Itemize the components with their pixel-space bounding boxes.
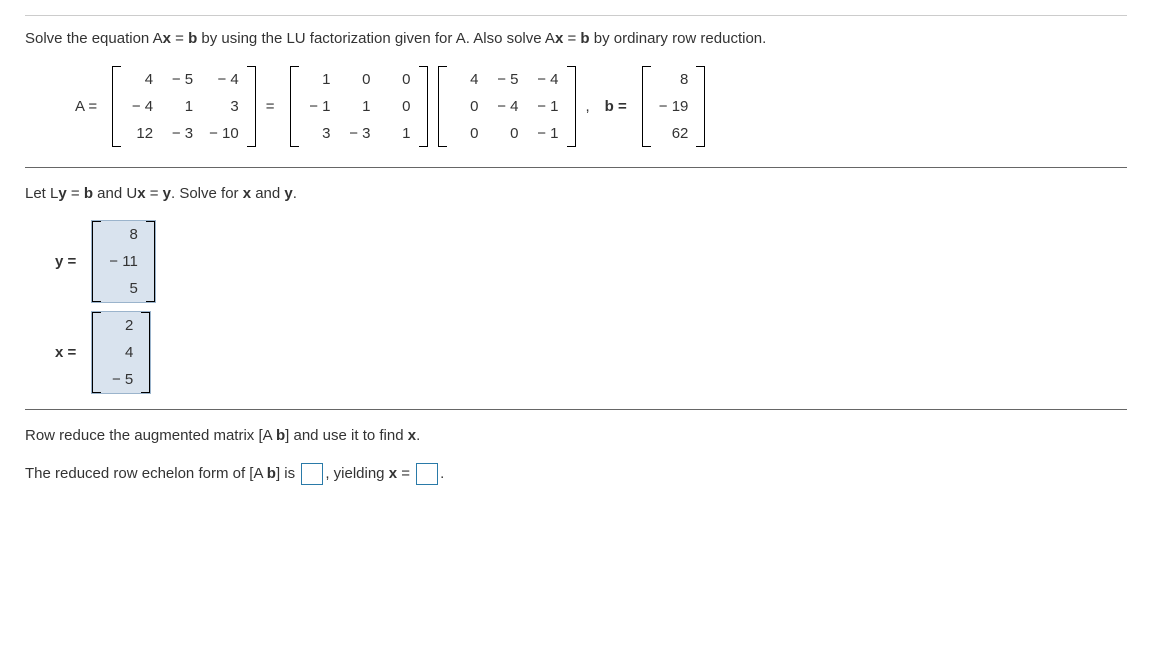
label-A: A = — [75, 98, 97, 115]
y-answer-row: y = 8 − 11 5 — [55, 220, 1127, 303]
matrix-A: 4− 5− 4 − 413 12− 3− 10 — [112, 66, 256, 147]
matrix-y-answer[interactable]: 8 − 11 5 — [91, 220, 156, 303]
comma: , — [586, 98, 590, 115]
q-b2: b — [580, 30, 589, 47]
instruction-text: Let Ly = b and Ux = y. Solve for x and y… — [25, 183, 1127, 206]
matrix-x-answer[interactable]: 2 4 − 5 — [91, 311, 151, 394]
equals-sign: = — [266, 98, 275, 115]
rref-input[interactable] — [301, 463, 323, 485]
label-b: b = — [605, 98, 627, 115]
divider-1 — [25, 167, 1127, 168]
rowreduce-line1: Row reduce the augmented matrix [A b] an… — [25, 425, 1127, 448]
matrix-b: 8 − 19 62 — [642, 66, 706, 147]
matrix-L: 100 − 110 3− 31 — [290, 66, 428, 147]
top-divider — [25, 15, 1127, 16]
x-answer-row: x = 2 4 − 5 — [55, 311, 1127, 394]
question-text: Solve the equation Ax = b by using the L… — [25, 28, 1127, 51]
q-b: b — [188, 30, 197, 47]
label-y: y = — [55, 253, 76, 270]
q-suffix: by ordinary row reduction. — [590, 30, 767, 47]
divider-2 — [25, 409, 1127, 410]
label-x: x = — [55, 344, 76, 361]
rowreduce-line2: The reduced row echelon form of [A b] is… — [25, 463, 1127, 486]
q-mid: by using the LU factorization given for … — [197, 30, 555, 47]
q-x: x — [163, 30, 171, 47]
lu-equation-row: A = 4− 5− 4 − 413 12− 3− 10 = 100 − 110 … — [75, 66, 1127, 147]
x-result-input[interactable] — [416, 463, 438, 485]
q-eq2: = — [563, 30, 580, 47]
q-prefix: Solve the equation A — [25, 30, 163, 47]
q-eq: = — [171, 30, 188, 47]
matrix-U: 4− 5− 4 0− 4− 1 00− 1 — [438, 66, 576, 147]
